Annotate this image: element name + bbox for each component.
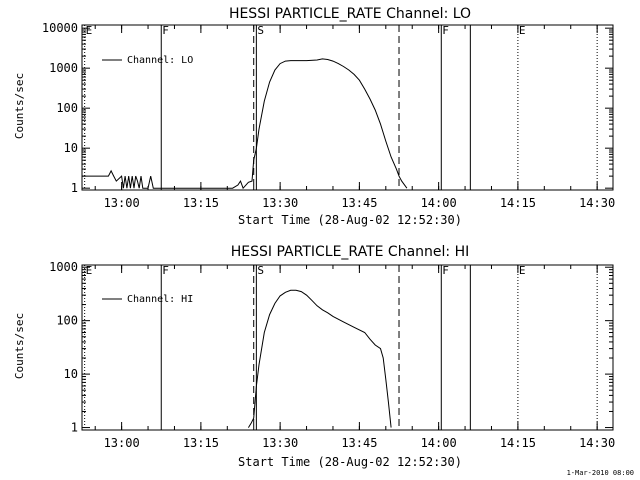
y-tick-label: 1 xyxy=(71,421,78,435)
x-tick-label: 13:00 xyxy=(104,436,140,450)
event-marker-label: F xyxy=(442,264,449,277)
x-axis-label: Start Time (28-Aug-02 12:52:30) xyxy=(238,455,462,469)
y-tick-label: 10000 xyxy=(42,21,78,35)
series-line xyxy=(247,289,392,428)
x-tick-label: 14:00 xyxy=(421,436,457,450)
x-tick-label: 13:45 xyxy=(341,436,377,450)
x-tick-label: 13:15 xyxy=(183,436,219,450)
chart-title: HESSI PARTICLE_RATE Channel: HI xyxy=(231,244,469,260)
series-line xyxy=(82,58,408,190)
chart-title: HESSI PARTICLE_RATE Channel: LO xyxy=(229,6,471,22)
plot-frame xyxy=(81,24,614,191)
legend-label: Channel: LO xyxy=(127,55,193,66)
event-marker-label: E xyxy=(86,24,93,37)
x-tick-label: 14:30 xyxy=(579,436,615,450)
chart-panel-hi: HESSI PARTICLE_RATE Channel: HI Start Ti… xyxy=(13,244,615,469)
y-tick-label: 1 xyxy=(71,181,78,195)
event-marker-label: S xyxy=(257,24,264,37)
x-axis-label: Start Time (28-Aug-02 12:52:30) xyxy=(238,213,462,227)
x-tick-label: 13:30 xyxy=(262,196,298,210)
footer-timestamp: 1-Mar-2010 08:00 xyxy=(566,469,634,477)
event-marker-label: E xyxy=(519,264,526,277)
event-marker-label: F xyxy=(442,24,449,37)
y-tick-label: 1000 xyxy=(49,260,78,274)
x-tick-label: 14:15 xyxy=(500,436,536,450)
x-tick-label: 13:30 xyxy=(262,436,298,450)
y-tick-label: 100 xyxy=(56,314,78,328)
chart-panel-lo: HESSI PARTICLE_RATE Channel: LO Start Ti… xyxy=(13,6,615,227)
event-marker-label: E xyxy=(86,264,93,277)
y-axis-label: Counts/sec xyxy=(13,313,26,379)
y-tick-label: 10 xyxy=(64,141,78,155)
y-axis-label: Counts/sec xyxy=(13,73,26,139)
plot-frame xyxy=(81,264,614,431)
y-tick-label: 1000 xyxy=(49,61,78,75)
y-tick-label: 10 xyxy=(64,367,78,381)
x-tick-label: 13:00 xyxy=(104,196,140,210)
event-marker-label: F xyxy=(162,264,169,277)
x-tick-label: 13:45 xyxy=(341,196,377,210)
x-tick-label: 14:15 xyxy=(500,196,536,210)
x-tick-label: 14:00 xyxy=(421,196,457,210)
x-tick-label: 13:15 xyxy=(183,196,219,210)
event-marker-label: S xyxy=(257,264,264,277)
x-tick-label: 14:30 xyxy=(579,196,615,210)
event-marker-label: E xyxy=(519,24,526,37)
event-marker-label: F xyxy=(162,24,169,37)
legend-label: Channel: HI xyxy=(127,294,193,305)
y-tick-label: 100 xyxy=(56,101,78,115)
